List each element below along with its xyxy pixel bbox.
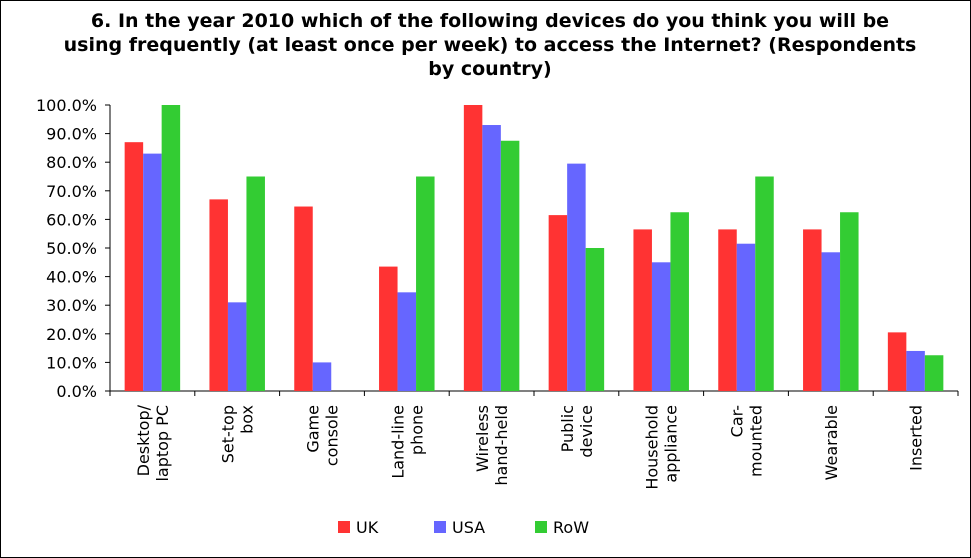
x-tick-label: Land-line phone — [388, 405, 426, 479]
bar-uk-0 — [124, 142, 144, 391]
x-tick-labels: Desktop/laptop PC Set-top box Game console La… — [134, 404, 926, 489]
bar-row-0 — [161, 105, 181, 391]
bar-usa-0 — [143, 153, 162, 391]
y-tick-label: 30.0% — [46, 296, 97, 315]
x-tick-label-line: hand-held — [492, 405, 511, 486]
y-tick-label: 100.0% — [36, 96, 97, 115]
x-tick-label-line: appliance — [662, 405, 681, 483]
y-tick-label: 90.0% — [46, 125, 97, 144]
x-tick-label-line: console — [323, 405, 342, 466]
x-tick-label: Car-mounted — [728, 405, 766, 477]
y-tick-label: 40.0% — [46, 268, 97, 287]
bar-usa-3 — [397, 292, 417, 391]
bar-uk-2 — [294, 206, 313, 391]
bar-uk-3 — [379, 266, 398, 391]
legend-swatch-row — [535, 521, 547, 533]
bar-uk-1 — [209, 199, 228, 391]
x-tick-label-line: phone — [407, 405, 426, 455]
y-tick-label: 0.0% — [56, 382, 97, 401]
bar-usa-7 — [736, 243, 756, 391]
bar-row-5 — [585, 248, 605, 391]
bar-row-7 — [755, 176, 774, 391]
bar-usa-4 — [482, 125, 501, 392]
y-tick-label: 60.0% — [46, 210, 97, 229]
x-tick-label-line: laptop PC — [153, 405, 172, 482]
x-tick-label-line: Set-top — [219, 405, 238, 463]
bar-usa-6 — [651, 262, 671, 391]
y-tick-label: 80.0% — [46, 153, 97, 172]
x-tick-label-line: device — [577, 405, 596, 458]
bar-row-4 — [500, 140, 520, 391]
bar-row-3 — [416, 176, 435, 391]
x-tick-label: Set-top box — [219, 405, 257, 463]
legend-swatch-uk — [338, 521, 350, 533]
x-tick-label-line: Wireless — [473, 405, 492, 472]
bar-row-8 — [840, 212, 859, 391]
legend-swatch-usa — [434, 521, 446, 533]
x-tick-label-line: Car- — [728, 405, 747, 437]
legend-label-row: RoW — [553, 518, 589, 537]
bar-usa-2 — [312, 362, 332, 391]
x-tick-label: Household appliance — [643, 405, 681, 490]
y-tick-label: 10.0% — [46, 353, 97, 372]
bar-row-6 — [670, 212, 689, 391]
bar-uk-9 — [887, 332, 907, 391]
bar-usa-5 — [567, 163, 586, 391]
legend-label-uk: UK — [356, 518, 379, 537]
y-tick-label: 50.0% — [46, 239, 97, 258]
x-tick-label-line: mounted — [747, 405, 766, 477]
bar-row-9 — [924, 355, 944, 391]
bar-uk-5 — [548, 215, 568, 391]
x-tick-label-line: Household — [643, 405, 662, 490]
y-tick-label: 20.0% — [46, 325, 97, 344]
x-tick-label: Inserted — [907, 405, 926, 471]
x-tick-label: Public device — [558, 405, 596, 458]
bars-layer — [124, 105, 944, 392]
x-tick-label-line: Game — [304, 405, 323, 453]
x-tick-label-line: Desktop/ — [134, 404, 153, 476]
bar-uk-8 — [803, 229, 822, 391]
bar-uk-7 — [718, 229, 737, 391]
legend-label-usa: USA — [452, 518, 485, 537]
bar-row-1 — [246, 176, 265, 391]
bar-usa-8 — [821, 252, 841, 391]
bar-uk-6 — [633, 229, 652, 391]
x-tick-label: Game console — [304, 405, 342, 466]
x-tick-label: Wireless hand-held — [473, 405, 511, 486]
y-tick-label: 70.0% — [46, 182, 97, 201]
x-tick-label-line: Land-line — [388, 405, 407, 479]
x-tick-label-line: box — [238, 405, 257, 434]
chart-title: 6. In the year 2010 which of the followi… — [63, 10, 917, 80]
bar-usa-1 — [227, 302, 247, 391]
bar-uk-4 — [463, 105, 483, 391]
legend: UK USA RoW — [338, 518, 589, 537]
x-tick-label-line: Inserted — [907, 405, 926, 471]
x-tick-label: Wearable — [822, 405, 841, 480]
bar-usa-9 — [906, 350, 925, 391]
x-tick-label-line: Wearable — [822, 405, 841, 480]
x-tick-label: Desktop/laptop PC — [134, 404, 172, 481]
x-tick-label-line: Public — [558, 405, 577, 452]
